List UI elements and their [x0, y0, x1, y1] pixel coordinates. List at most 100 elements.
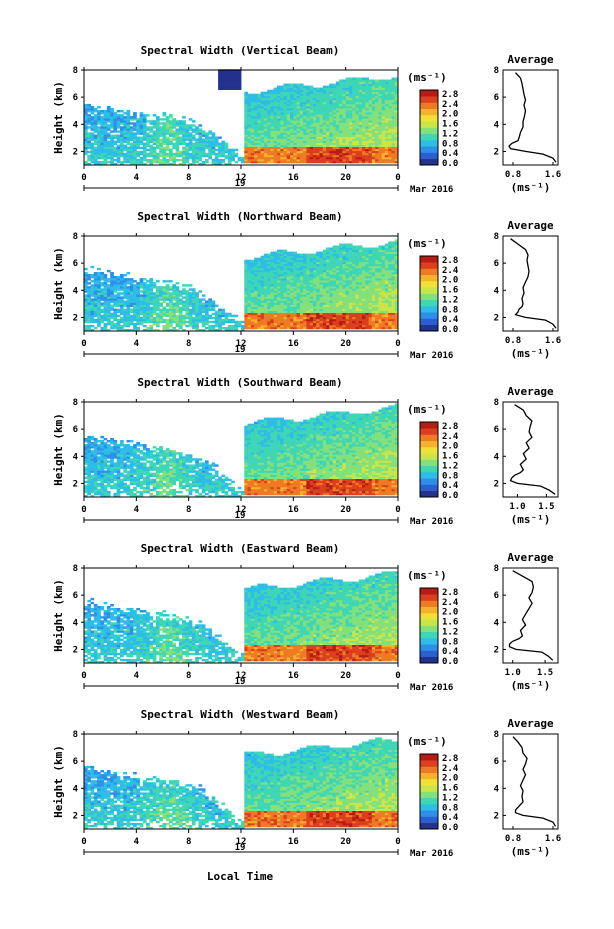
heatmap-cell — [355, 160, 360, 164]
heatmap-cell — [234, 71, 239, 74]
heatmap-cell — [316, 142, 320, 145]
heatmap-cell — [362, 128, 366, 131]
heatmap-cell — [90, 154, 95, 158]
heatmap-cell — [250, 114, 255, 117]
heatmap-cell — [224, 75, 229, 78]
heatmap-cell — [332, 140, 337, 143]
heatmap-cell — [299, 118, 304, 121]
heatmap-cell — [146, 308, 150, 311]
heatmap-cell — [345, 322, 350, 326]
heatmap-cell — [293, 284, 297, 287]
heatmap-cell — [388, 97, 392, 101]
heatmap-cell — [247, 130, 252, 133]
heatmap-cell — [335, 158, 340, 162]
heatmap-cell — [172, 296, 176, 299]
heatmap-cell — [201, 298, 206, 301]
heatmap-cell — [257, 322, 262, 326]
heatmap-cell — [313, 110, 317, 113]
heatmap-cell — [142, 296, 147, 299]
heatmap-cell — [97, 132, 101, 135]
heatmap-cell — [103, 302, 108, 305]
heatmap-cell — [133, 152, 137, 156]
heatmap-cell — [185, 160, 190, 164]
heatmap-cell — [162, 310, 167, 313]
heatmap-cell — [152, 120, 157, 123]
heatmap-cell — [231, 152, 235, 156]
heatmap-cell — [214, 314, 219, 318]
heatmap-cell — [126, 152, 131, 156]
heatmap-cell — [152, 329, 157, 332]
heatmap-cell — [260, 144, 265, 147]
heatmap-cell — [309, 124, 314, 127]
heatmap-cell — [313, 134, 317, 137]
heatmap-cell — [142, 320, 147, 324]
heatmap-cell — [178, 312, 183, 316]
heatmap-cell — [250, 265, 255, 269]
heatmap-cell — [313, 154, 317, 158]
heatmap-cell — [224, 163, 229, 166]
heatmap-cell — [267, 272, 271, 275]
heatmap-cell — [254, 122, 258, 125]
heatmap-cell — [90, 144, 95, 147]
heatmap-cell — [391, 106, 396, 109]
heatmap-cell — [159, 160, 163, 164]
heatmap-cell — [263, 106, 268, 109]
heatmap-cell — [378, 85, 383, 88]
heatmap-cell — [110, 144, 114, 147]
heatmap-cell — [381, 79, 386, 82]
heatmap-cell — [273, 138, 278, 141]
heatmap-cell — [303, 112, 307, 115]
heatmap-cell — [182, 148, 186, 152]
heatmap-cell — [313, 294, 317, 297]
heatmap-cell — [106, 120, 111, 123]
heatmap-cell — [156, 140, 160, 143]
heatmap-cell — [322, 150, 327, 154]
heatmap-cell — [103, 146, 108, 150]
heatmap-cell — [126, 322, 131, 326]
heatmap-cell — [123, 140, 127, 143]
heatmap-cell — [375, 130, 379, 133]
heatmap-cell — [195, 296, 199, 299]
heatmap-cell — [319, 93, 324, 97]
heatmap-cell — [388, 85, 392, 88]
heatmap-cell — [106, 112, 111, 115]
heatmap-cell — [93, 142, 98, 145]
heatmap-cell — [257, 110, 262, 113]
heatmap-cell — [142, 128, 147, 131]
heatmap-cell — [335, 312, 340, 316]
heatmap-cell — [159, 298, 163, 301]
heatmap-cell — [365, 136, 369, 139]
heatmap-cell — [378, 120, 383, 123]
heatmap-cell — [172, 288, 176, 291]
heatmap-cell — [254, 124, 258, 127]
heatmap-cell — [133, 329, 137, 332]
heatmap-cell — [214, 160, 219, 164]
heatmap-cell — [332, 312, 337, 316]
heatmap-cell — [286, 278, 291, 281]
heatmap-cell — [113, 148, 118, 152]
heatmap-cell — [273, 251, 278, 254]
heatmap-cell — [306, 272, 311, 275]
heatmap-cell — [191, 304, 196, 307]
heatmap-cell — [348, 79, 353, 82]
heatmap-cell — [348, 284, 353, 287]
heatmap-cell — [293, 142, 297, 145]
heatmap-cell — [335, 154, 340, 158]
heatmap-cell — [375, 126, 379, 129]
heatmap-cell — [345, 112, 350, 115]
heatmap-cell — [280, 126, 284, 129]
heatmap-cell — [142, 324, 147, 328]
heatmap-cell — [90, 280, 95, 283]
heatmap-cell — [313, 138, 317, 141]
heatmap-cell — [352, 114, 356, 117]
heatmap-cell — [97, 316, 101, 320]
heatmap-cell — [218, 77, 222, 80]
heatmap-cell — [319, 140, 324, 143]
heatmap-cell — [97, 310, 101, 313]
heatmap-cell — [365, 87, 369, 90]
heatmap-cell — [365, 110, 369, 113]
heatmap-cell — [329, 126, 333, 129]
heatmap-cell — [257, 272, 262, 275]
heatmap-cell — [142, 136, 147, 139]
heatmap-cell — [394, 120, 399, 123]
